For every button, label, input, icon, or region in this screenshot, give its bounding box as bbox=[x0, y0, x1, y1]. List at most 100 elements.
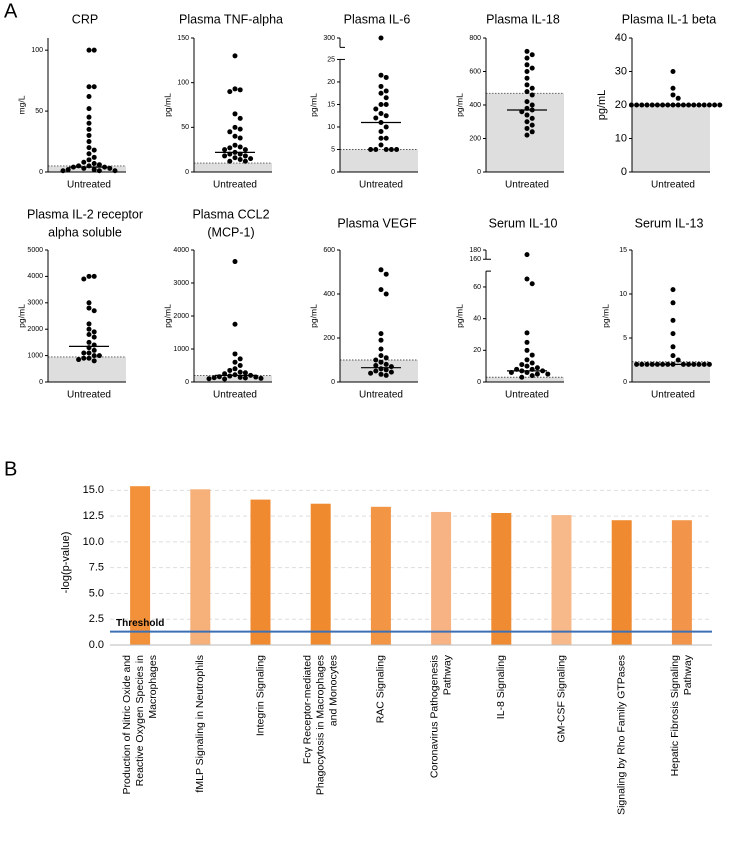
data-point bbox=[378, 353, 384, 359]
data-point bbox=[378, 366, 384, 372]
data-point bbox=[206, 376, 212, 382]
data-point bbox=[524, 347, 530, 353]
x-category-label: Untreated bbox=[651, 390, 695, 401]
panel-title: alpha soluble bbox=[48, 225, 122, 239]
data-point bbox=[86, 305, 92, 311]
y-tick-label: 20 bbox=[473, 347, 481, 354]
y-tick-label: 0 bbox=[623, 379, 627, 386]
data-point bbox=[91, 160, 97, 166]
data-point bbox=[534, 371, 540, 377]
data-point bbox=[383, 291, 389, 297]
data-point bbox=[378, 110, 384, 116]
data-point bbox=[86, 326, 92, 332]
data-point bbox=[232, 321, 238, 327]
x-category-label: Untreated bbox=[505, 390, 549, 401]
y-tick-label: 5 bbox=[623, 335, 627, 342]
panel-title: Plasma IL-18 bbox=[486, 12, 560, 26]
data-point bbox=[524, 99, 530, 105]
data-point bbox=[373, 115, 379, 121]
y-tick-label: 800 bbox=[469, 35, 481, 42]
data-point bbox=[529, 52, 535, 58]
data-point bbox=[529, 92, 535, 98]
data-point bbox=[232, 155, 238, 161]
x-tick-label: Signaling by Rho Family GTPases bbox=[615, 655, 627, 815]
y-tick-label: 10 bbox=[327, 124, 335, 131]
data-point bbox=[232, 142, 238, 148]
data-point bbox=[670, 85, 676, 91]
panel-title: Plasma IL-1 beta bbox=[622, 12, 717, 26]
y-tick-label: 100 bbox=[177, 80, 189, 87]
bar bbox=[130, 486, 151, 645]
y-tick-label: 10.0 bbox=[83, 536, 104, 548]
x-tick-label: Reactive Oxygen Species in bbox=[134, 655, 146, 786]
data-point bbox=[691, 361, 697, 367]
x-tick-label: Hepatic Fibrosis Signaling bbox=[669, 655, 681, 777]
data-point bbox=[383, 355, 389, 361]
data-point bbox=[649, 361, 655, 367]
data-point bbox=[670, 353, 676, 359]
bar bbox=[611, 520, 632, 645]
y-tick-label: 0 bbox=[477, 169, 481, 176]
data-point bbox=[378, 90, 384, 96]
x-tick-label: Coronavirus Pathogenesis bbox=[428, 655, 440, 778]
data-point bbox=[227, 367, 233, 373]
data-point bbox=[237, 126, 243, 132]
data-point bbox=[237, 144, 243, 150]
data-point bbox=[91, 358, 97, 364]
panel-label: B bbox=[4, 458, 17, 480]
data-point bbox=[86, 339, 92, 345]
data-point bbox=[232, 111, 238, 117]
data-point bbox=[383, 124, 389, 130]
y-tick-label: 0 bbox=[39, 169, 43, 176]
panel-title: (MCP-1) bbox=[207, 225, 254, 239]
panel-title: Serum IL-13 bbox=[635, 216, 704, 230]
data-point bbox=[524, 69, 530, 74]
panel-title: Plasma VEGF bbox=[337, 216, 417, 230]
data-point bbox=[649, 102, 655, 108]
x-category-label: Untreated bbox=[67, 390, 111, 401]
y-tick-label: 0 bbox=[185, 169, 189, 176]
y-tick-label: 15 bbox=[327, 101, 335, 108]
data-point bbox=[696, 361, 702, 367]
data-point bbox=[524, 75, 530, 81]
data-point bbox=[524, 112, 530, 118]
y-axis-label: pg/mL bbox=[162, 93, 172, 117]
data-point bbox=[639, 102, 645, 108]
data-point bbox=[378, 267, 384, 273]
data-point bbox=[248, 156, 254, 162]
y-tick-label: 4000 bbox=[173, 247, 189, 254]
data-point bbox=[373, 106, 379, 112]
data-point bbox=[227, 373, 233, 379]
y-tick-label: 600 bbox=[469, 68, 481, 75]
data-point bbox=[237, 156, 243, 162]
y-axis-label: pg/mL bbox=[454, 93, 464, 117]
data-point bbox=[232, 351, 238, 357]
data-point bbox=[524, 55, 530, 61]
y-tick-label: 60 bbox=[473, 284, 481, 291]
x-tick-label: Fcγ Receptor-mediated bbox=[301, 655, 313, 764]
y-axis-label: pg/mL bbox=[16, 304, 26, 328]
data-point bbox=[81, 350, 87, 356]
data-point bbox=[529, 102, 535, 108]
data-point bbox=[91, 353, 97, 359]
data-point bbox=[378, 371, 384, 377]
y-tick-label: 5000 bbox=[27, 247, 43, 254]
panel-title: Plasma IL-6 bbox=[344, 12, 411, 26]
x-tick-label: Macrophages bbox=[147, 655, 159, 719]
y-tick-label: 600 bbox=[323, 247, 335, 254]
below-threshold-region bbox=[486, 93, 564, 172]
data-point bbox=[86, 93, 92, 99]
data-point bbox=[237, 369, 243, 375]
y-tick-label: 3000 bbox=[27, 300, 43, 307]
data-point bbox=[717, 102, 723, 108]
data-point bbox=[529, 129, 535, 135]
x-tick-label: IL-8 Signaling bbox=[495, 655, 507, 719]
y-tick-label: 0 bbox=[477, 379, 481, 386]
y-tick-label: 150 bbox=[177, 35, 189, 42]
panel-title: Serum IL-10 bbox=[489, 216, 558, 230]
data-point bbox=[81, 355, 87, 361]
data-point bbox=[91, 84, 97, 90]
y-axis-label: pg/mL bbox=[308, 93, 318, 117]
data-point bbox=[706, 361, 712, 367]
data-point bbox=[529, 85, 535, 91]
